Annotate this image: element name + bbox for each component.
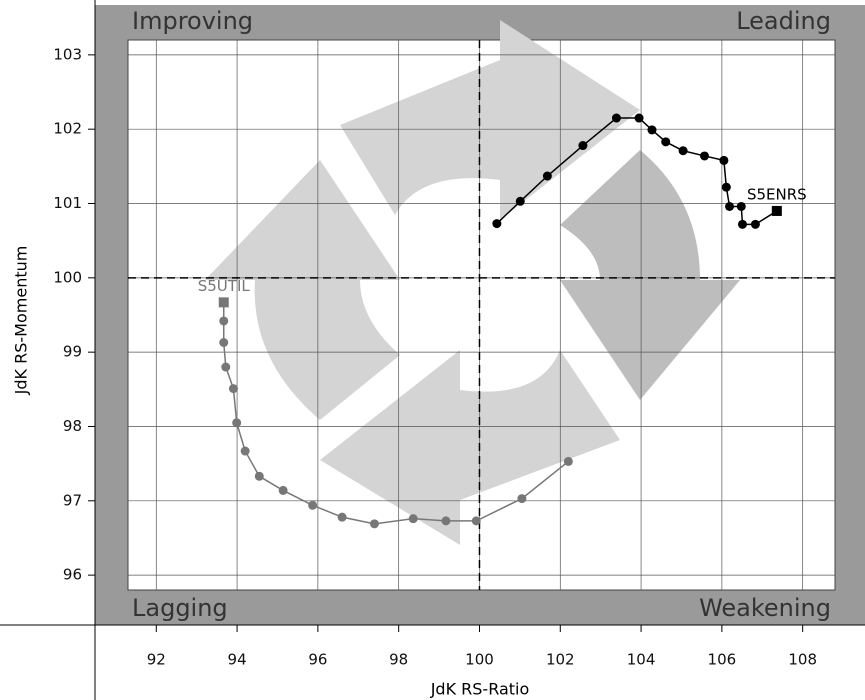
y-tick-label: 102 xyxy=(53,120,82,138)
y-tick-label: 97 xyxy=(63,491,82,509)
trail-point xyxy=(542,171,552,181)
y-tick-label: 101 xyxy=(53,194,82,212)
y-tick-label: 100 xyxy=(53,268,82,286)
x-tick-label: 96 xyxy=(308,651,327,669)
trail-point xyxy=(661,137,671,147)
x-tick-label: 92 xyxy=(147,651,166,669)
trail-point xyxy=(254,471,264,481)
trail-point xyxy=(750,219,760,229)
y-tick-label: 99 xyxy=(63,343,82,361)
x-tick-label: 100 xyxy=(465,651,494,669)
trail-point xyxy=(240,446,250,456)
quadrant-label: Lagging xyxy=(132,594,228,622)
x-tick-label: 108 xyxy=(788,651,817,669)
quadrant-label: Improving xyxy=(132,7,253,35)
trail-point xyxy=(337,512,347,522)
y-tick-label: 98 xyxy=(63,417,82,435)
head-marker xyxy=(771,205,782,216)
series-label: S5ENRS xyxy=(747,185,807,203)
trail-point xyxy=(232,418,242,428)
trail-point xyxy=(700,151,710,161)
trail-point xyxy=(408,514,418,524)
y-tick-label: 96 xyxy=(63,566,82,584)
trail-point xyxy=(492,219,502,229)
arrow-top xyxy=(340,20,640,220)
trail-point xyxy=(647,125,657,135)
arrow-bottom xyxy=(320,350,620,545)
trail-point xyxy=(515,196,525,206)
quadrant-label: Leading xyxy=(736,7,831,35)
trail-point xyxy=(219,316,229,326)
x-tick-label: 106 xyxy=(708,651,737,669)
trail-point xyxy=(517,494,527,504)
trail-point xyxy=(719,155,729,165)
trail-point xyxy=(725,201,735,211)
x-tick-label: 98 xyxy=(389,651,408,669)
series-label: S5UTIL xyxy=(198,277,251,295)
trail-point xyxy=(441,516,451,526)
trail-point xyxy=(678,146,688,156)
arrow-left xyxy=(205,160,400,420)
trail-point xyxy=(221,362,231,372)
x-tick-label: 102 xyxy=(546,651,575,669)
quadrant-label: Weakening xyxy=(699,594,831,622)
trail-point xyxy=(736,201,746,211)
trail-point xyxy=(471,516,481,526)
trail-point xyxy=(634,113,644,123)
trail-point xyxy=(721,182,731,192)
trail-point xyxy=(737,219,747,229)
x-axis-title: JdK RS-Ratio xyxy=(430,680,530,699)
arrow-right xyxy=(560,150,740,400)
trail-point xyxy=(578,141,588,151)
head-marker xyxy=(218,297,229,308)
trail-point xyxy=(611,113,621,123)
trail-point xyxy=(563,456,573,466)
y-tick-label: 103 xyxy=(53,45,82,63)
trail-point xyxy=(228,384,238,394)
x-tick-label: 94 xyxy=(228,651,247,669)
trail-point xyxy=(219,338,229,347)
trail-point xyxy=(369,519,379,529)
trail-point xyxy=(308,500,318,510)
x-tick-label: 104 xyxy=(627,651,656,669)
y-axis-title: JdK RS-Momentum xyxy=(12,246,31,396)
trail-point xyxy=(278,485,288,495)
rotation-arrows xyxy=(205,20,740,545)
